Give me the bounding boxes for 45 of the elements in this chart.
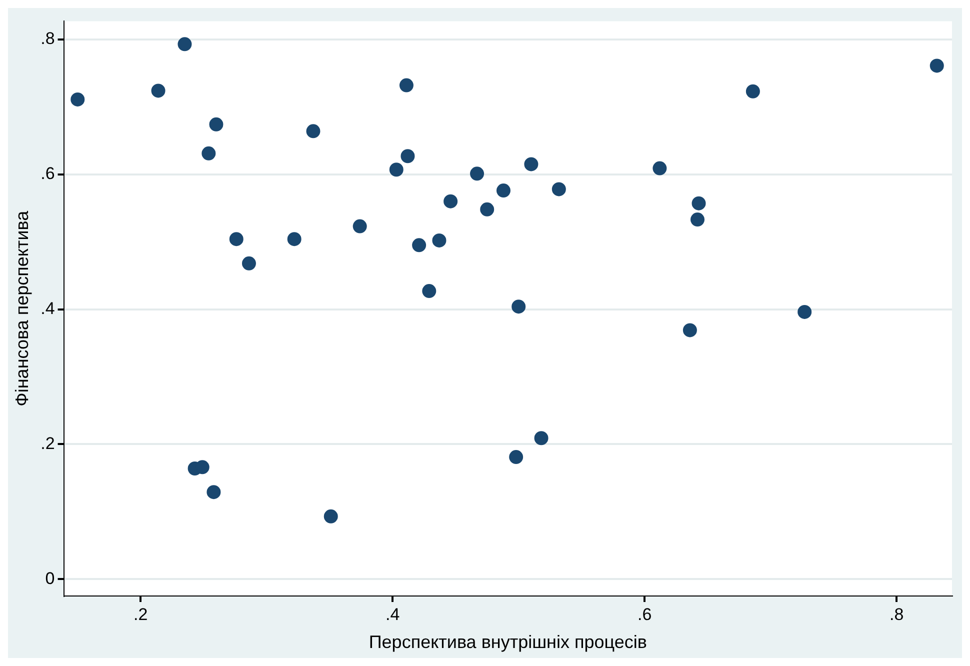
point xyxy=(512,300,526,314)
x-axis-title: Перспектива внутрішніх процесів xyxy=(368,632,647,652)
point xyxy=(206,485,221,500)
y-tick-label: .8 xyxy=(40,29,55,48)
point xyxy=(306,124,320,138)
x-tick-label: .6 xyxy=(637,604,652,624)
x-tick-label: .8 xyxy=(889,604,904,624)
point xyxy=(470,166,484,181)
point xyxy=(324,509,338,524)
point xyxy=(552,182,566,196)
point xyxy=(399,78,414,92)
point xyxy=(480,202,494,216)
point xyxy=(202,146,216,160)
point xyxy=(412,238,426,252)
point xyxy=(178,37,192,52)
point xyxy=(682,323,697,338)
point xyxy=(422,284,436,298)
point xyxy=(400,149,415,164)
point xyxy=(524,157,538,172)
point xyxy=(690,212,705,227)
point xyxy=(444,194,458,208)
point xyxy=(151,84,166,98)
y-tick-label: .4 xyxy=(40,298,55,318)
point xyxy=(432,233,446,248)
point xyxy=(229,232,244,246)
point xyxy=(242,256,256,270)
y-axis-title: Фінансова перспектива xyxy=(12,210,32,406)
point xyxy=(652,161,667,176)
point xyxy=(692,196,706,210)
point xyxy=(209,117,224,132)
point xyxy=(70,92,85,106)
x-tick-label: .4 xyxy=(386,604,400,624)
point xyxy=(798,304,812,319)
x-tick-label: .2 xyxy=(134,604,148,624)
point xyxy=(496,184,510,198)
point xyxy=(352,219,367,234)
point xyxy=(930,58,944,73)
point xyxy=(287,232,302,246)
point xyxy=(534,431,548,446)
point xyxy=(389,162,404,177)
y-tick-label: 0 xyxy=(45,568,55,588)
y-tick-label: .2 xyxy=(40,434,55,453)
point xyxy=(746,84,760,98)
point xyxy=(509,450,524,464)
y-tick-label: .6 xyxy=(40,164,55,184)
